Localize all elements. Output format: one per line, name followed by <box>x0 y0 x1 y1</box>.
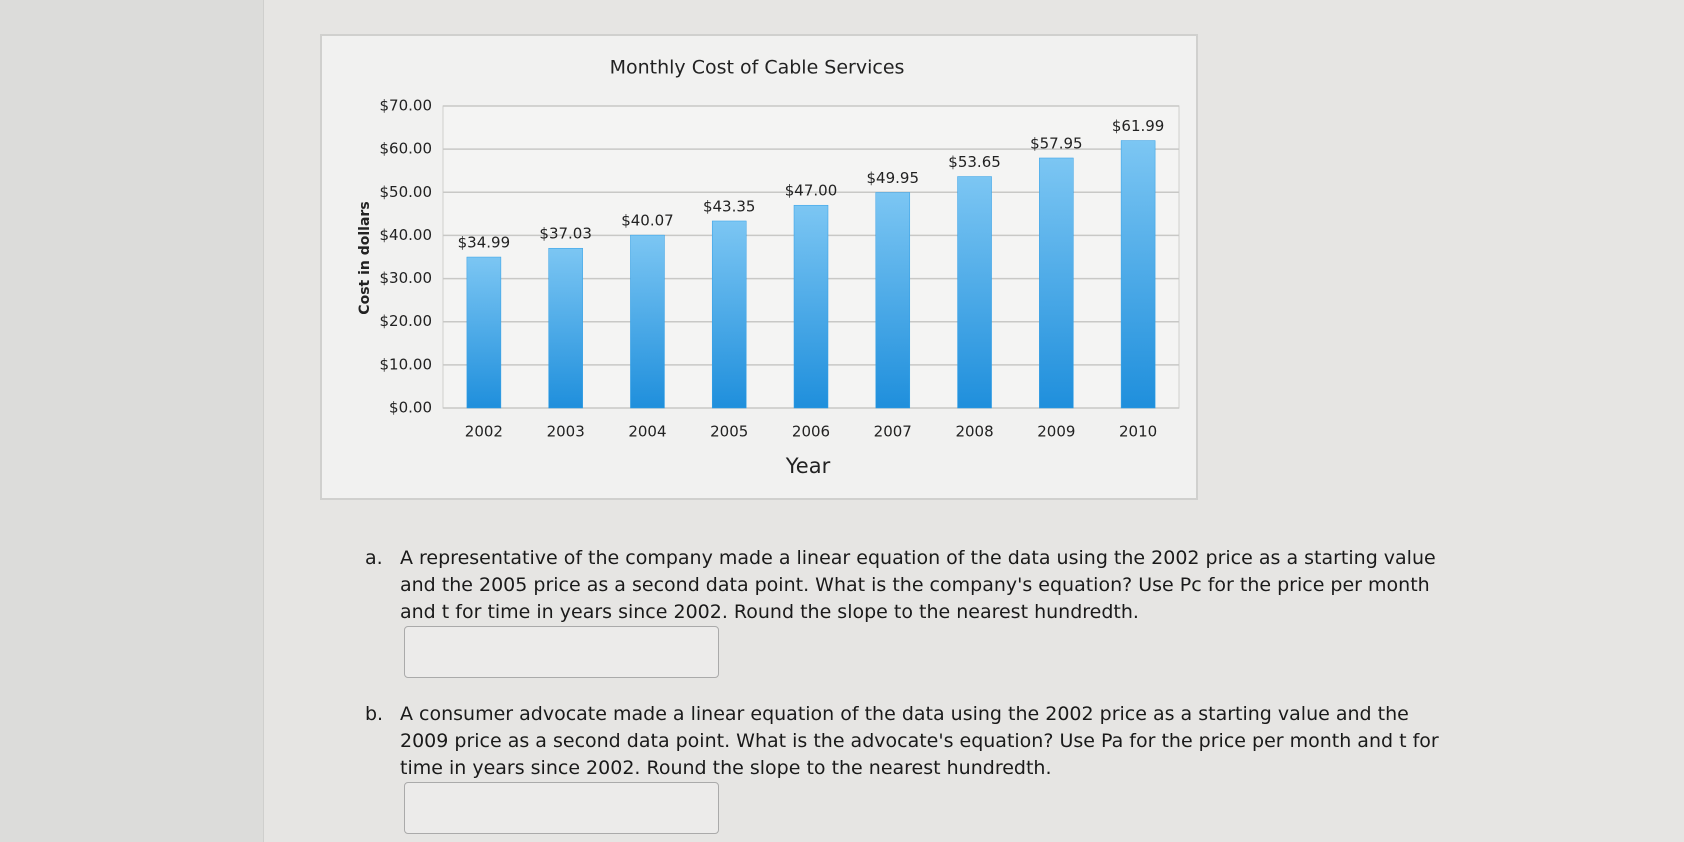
x-axis-label: Year <box>785 454 831 478</box>
y-tick-label: $60.00 <box>380 140 433 158</box>
value-label: $49.95 <box>867 169 920 187</box>
value-label: $34.99 <box>458 234 511 252</box>
side-panel <box>0 0 264 842</box>
bar <box>1120 140 1156 409</box>
value-label: $43.35 <box>703 197 756 215</box>
value-label: $57.95 <box>1030 134 1083 152</box>
bar <box>793 204 829 409</box>
value-label: $53.65 <box>948 153 1001 171</box>
bar <box>630 234 665 409</box>
x-tick-label: 2007 <box>874 423 912 441</box>
answer-input[interactable] <box>404 782 719 834</box>
chart-title: Monthly Cost of Cable Services <box>610 57 905 79</box>
bar <box>957 176 992 409</box>
x-tick-label: 2006 <box>792 423 830 441</box>
question-label: a. <box>365 547 383 569</box>
y-tick-label: $70.00 <box>380 97 433 115</box>
y-tick-label: $30.00 <box>380 269 433 287</box>
bar <box>1039 157 1074 409</box>
y-tick-label: $10.00 <box>380 355 433 373</box>
x-tick-label: 2004 <box>628 423 666 441</box>
value-label: $61.99 <box>1112 117 1165 135</box>
value-label: $47.00 <box>785 182 838 200</box>
question-label: b. <box>365 703 384 725</box>
x-tick-label: 2003 <box>547 423 585 441</box>
question-text: A consumer advocate made a linear equati… <box>400 703 1439 779</box>
y-axis-label: Cost in dollars <box>357 201 373 314</box>
y-tick-label: $20.00 <box>380 312 433 330</box>
x-tick-label: 2009 <box>1037 423 1075 441</box>
bar <box>548 247 583 409</box>
answer-input[interactable] <box>404 626 719 678</box>
bar <box>711 220 747 409</box>
value-label: $37.03 <box>539 225 592 243</box>
x-tick-label: 2005 <box>710 423 748 441</box>
x-tick-label: 2008 <box>955 423 993 441</box>
x-tick-label: 2010 <box>1119 423 1157 441</box>
bar <box>466 256 502 409</box>
y-tick-label: $40.00 <box>380 226 433 244</box>
bar <box>875 192 911 409</box>
question-text: A representative of the company made a l… <box>400 547 1436 623</box>
y-tick-label: $0.00 <box>389 399 432 417</box>
value-label: $40.07 <box>621 212 674 230</box>
x-tick-label: 2002 <box>465 423 503 441</box>
y-tick-label: $50.00 <box>380 183 433 201</box>
